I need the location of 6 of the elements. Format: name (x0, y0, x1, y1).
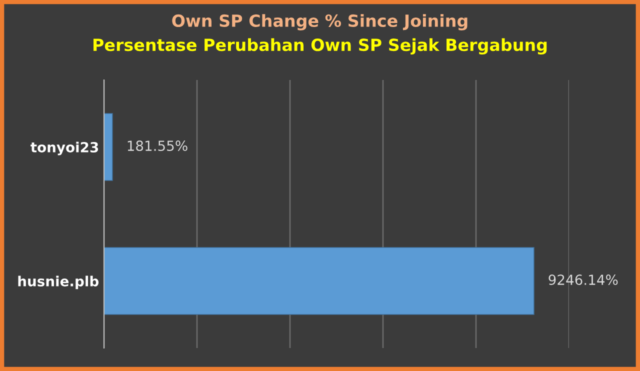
chart-title: Own SP Change % Since Joining (172, 14, 468, 30)
chart-subtitle: Persentase Perubahan Own SP Sejak Bergabung (94, 38, 547, 55)
y-tick-label: husnie.plb (18, 276, 99, 290)
data-label: 9246.14% (548, 274, 618, 286)
y-tick-label: tonyoi23 (30, 142, 98, 156)
data-label: 181.55% (128, 140, 188, 152)
